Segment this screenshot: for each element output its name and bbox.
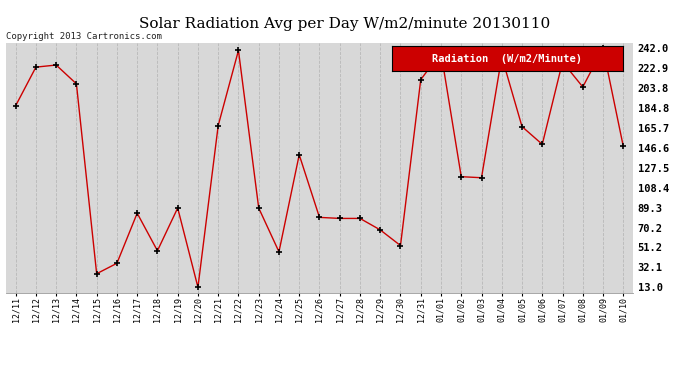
Text: Radiation  (W/m2/Minute): Radiation (W/m2/Minute)	[433, 54, 582, 63]
Text: Solar Radiation Avg per Day W/m2/minute 20130110: Solar Radiation Avg per Day W/m2/minute …	[139, 17, 551, 31]
Text: Copyright 2013 Cartronics.com: Copyright 2013 Cartronics.com	[6, 32, 161, 41]
